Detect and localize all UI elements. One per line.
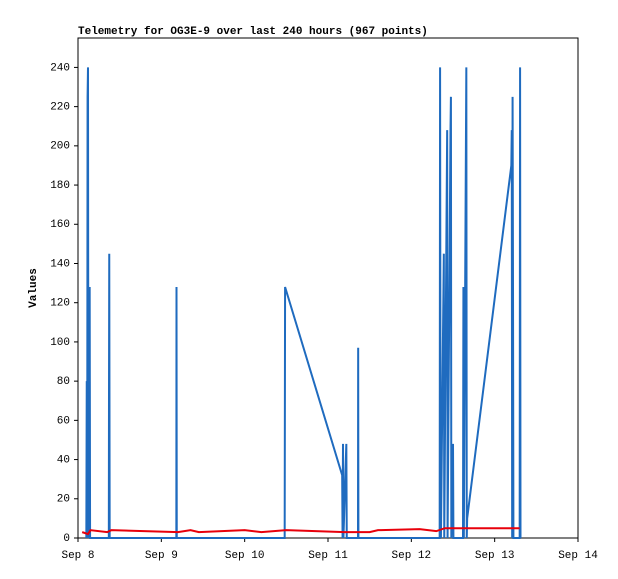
y-tick-label: 160 (50, 219, 70, 231)
y-tick-label: 0 (63, 533, 70, 545)
x-tick-label: Sep 11 (308, 550, 348, 562)
x-tick-label: Sep 13 (475, 550, 515, 562)
x-tick-label: Sep 10 (225, 550, 265, 562)
y-tick-label: 20 (57, 494, 70, 506)
y-tick-label: 100 (50, 337, 70, 349)
y-tick-label: 180 (50, 180, 70, 192)
x-tick-label: Sep 14 (558, 550, 598, 562)
y-tick-label: 80 (57, 376, 70, 388)
y-tick-label: 120 (50, 298, 70, 310)
y-tick-label: 60 (57, 415, 70, 427)
y-tick-label: 240 (50, 62, 70, 74)
y-tick-label: 200 (50, 141, 70, 153)
series-line (85, 67, 522, 539)
x-tick-label: Sep 12 (392, 550, 432, 562)
y-tick-label: 40 (57, 454, 70, 466)
y-tick-label: 140 (50, 258, 70, 270)
x-tick-label: Sep 9 (145, 550, 178, 562)
y-axis-label: Values (28, 268, 40, 308)
x-tick-label: Sep 8 (61, 550, 94, 562)
plot-frame (77, 37, 579, 539)
y-tick-label: 220 (50, 102, 70, 114)
series-line (81, 527, 520, 536)
chart-title: Telemetry for OG3E-9 over last 240 hours… (78, 26, 428, 38)
